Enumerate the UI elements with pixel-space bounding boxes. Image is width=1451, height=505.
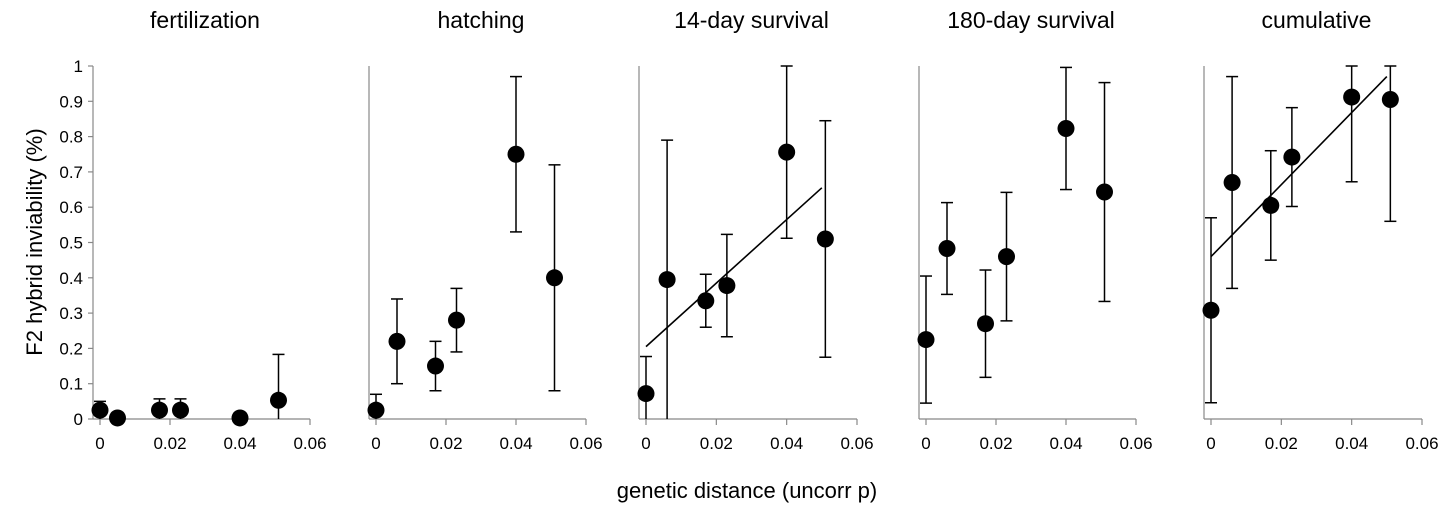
x-tick-label: 0.04 bbox=[1335, 434, 1368, 453]
x-tick-label: 0.02 bbox=[979, 434, 1012, 453]
data-point bbox=[448, 311, 465, 329]
data-point bbox=[977, 315, 994, 333]
x-tick-label: 0.06 bbox=[840, 434, 873, 453]
data-point bbox=[998, 248, 1015, 266]
data-point bbox=[1223, 173, 1241, 191]
data-point bbox=[917, 331, 935, 349]
x-tick-label: 0.04 bbox=[1049, 434, 1082, 453]
data-point bbox=[1202, 301, 1220, 319]
y-tick-label: 0.8 bbox=[59, 128, 83, 147]
x-tick-label: 0.06 bbox=[1405, 434, 1438, 453]
x-tick-label: 0 bbox=[921, 434, 930, 453]
x-axis-label: genetic distance (uncorr p) bbox=[617, 478, 877, 503]
panel-title: 180-day survival bbox=[947, 7, 1114, 33]
data-point bbox=[1283, 148, 1301, 166]
data-point bbox=[1057, 119, 1075, 137]
chart-panel-4: 180-day survival 0 0.02 0.04 0.06 bbox=[917, 7, 1153, 453]
data-point bbox=[231, 409, 249, 427]
trendline bbox=[1210, 76, 1388, 258]
x-tick-label: 0 bbox=[641, 434, 650, 453]
data-point bbox=[1096, 183, 1113, 201]
x-tick-label: 0.02 bbox=[1265, 434, 1298, 453]
y-tick-label: 0.7 bbox=[59, 163, 83, 182]
y-tick-label: 0.3 bbox=[59, 304, 83, 323]
y-tick-label: 0.1 bbox=[59, 375, 83, 394]
panel-title: 14-day survival bbox=[674, 7, 829, 33]
data-point bbox=[1343, 88, 1361, 106]
panel-title: hatching bbox=[438, 7, 525, 33]
data-point bbox=[637, 385, 655, 403]
y-tick-label: 1 bbox=[74, 57, 83, 76]
x-tick-label: 0.04 bbox=[499, 434, 532, 453]
x-tick-label: 0.02 bbox=[429, 434, 462, 453]
y-tick-label: 0.9 bbox=[59, 92, 83, 111]
panel-title: cumulative bbox=[1262, 7, 1372, 33]
y-tick-label: 0 bbox=[74, 410, 83, 429]
data-point bbox=[1262, 196, 1280, 214]
chart-panels: fertilization 0 0.1 0.2 0.3 0.4 0.5 0.6 0.7 0.8 0.… bbox=[59, 7, 1438, 453]
data-point bbox=[697, 292, 715, 310]
chart-panel-2: hatching 0 0.02 0.04 0.06 bbox=[367, 7, 603, 453]
data-point bbox=[427, 357, 444, 375]
data-point bbox=[172, 401, 189, 419]
data-point bbox=[546, 269, 563, 287]
y-tick-label: 0.5 bbox=[59, 234, 83, 253]
x-tick-label: 0.02 bbox=[700, 434, 733, 453]
x-tick-label: 0.06 bbox=[569, 434, 602, 453]
x-tick-label: 0 bbox=[1206, 434, 1215, 453]
data-point bbox=[816, 230, 834, 248]
x-tick-label: 0.04 bbox=[223, 434, 256, 453]
data-point bbox=[718, 277, 736, 295]
data-point bbox=[109, 409, 126, 427]
x-tick-label: 0 bbox=[95, 434, 104, 453]
chart-panel-1: fertilization 0 0.1 0.2 0.3 0.4 0.5 0.6 0.7 0.8 0.… bbox=[59, 7, 326, 453]
data-point bbox=[388, 332, 406, 350]
y-axis-label: F2 hybrid inviability (%) bbox=[22, 128, 47, 355]
data-point bbox=[938, 240, 956, 258]
x-tick-label: 0.06 bbox=[1119, 434, 1152, 453]
chart-panel-3: 14-day survival 0 0.02 0.04 0.06 bbox=[637, 7, 874, 453]
data-point bbox=[658, 271, 676, 289]
x-tick-label: 0 bbox=[371, 434, 380, 453]
y-tick-label: 0.4 bbox=[59, 269, 83, 288]
y-tick-label: 0.6 bbox=[59, 198, 83, 217]
x-tick-label: 0.02 bbox=[153, 434, 186, 453]
data-point bbox=[507, 145, 525, 163]
data-point bbox=[270, 391, 287, 409]
x-tick-label: 0.04 bbox=[770, 434, 803, 453]
panel-title: fertilization bbox=[150, 7, 260, 33]
x-tick-label: 0.06 bbox=[293, 434, 326, 453]
y-tick-label: 0.2 bbox=[59, 339, 83, 358]
trendline bbox=[645, 187, 823, 348]
data-point bbox=[1381, 91, 1399, 109]
chart-panel-5: cumulative 0 0.02 0.04 0.06 bbox=[1202, 7, 1439, 453]
data-point bbox=[778, 143, 796, 161]
data-point bbox=[151, 401, 168, 419]
data-point bbox=[91, 401, 109, 419]
data-point bbox=[367, 401, 385, 419]
